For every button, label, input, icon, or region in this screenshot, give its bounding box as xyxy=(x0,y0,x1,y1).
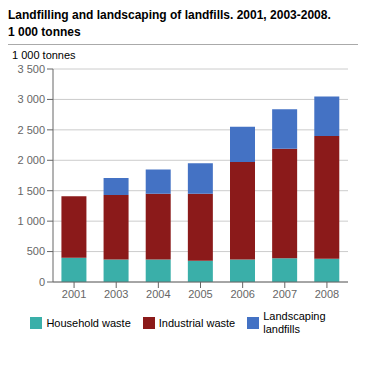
svg-text:3 500: 3 500 xyxy=(17,63,45,75)
svg-text:2 500: 2 500 xyxy=(17,124,45,136)
svg-text:2008: 2008 xyxy=(315,288,339,300)
html-text:1 000 tonnes: 1 000 tonnes xyxy=(12,49,76,61)
svg-text:3 000: 3 000 xyxy=(17,93,45,105)
svg-text:1 000: 1 000 xyxy=(17,215,45,227)
svg-text:2004: 2004 xyxy=(146,288,170,300)
svg-text:2 000: 2 000 xyxy=(17,154,45,166)
html-text:Landfilling and landscaping of: Landfilling and landscaping of landfills… xyxy=(8,8,331,22)
html-text:Landscaping landfills: Landscaping landfills xyxy=(263,310,326,335)
svg-text:1 500: 1 500 xyxy=(17,185,45,197)
html-text:Industrial waste: Industrial waste xyxy=(158,316,236,329)
html-text:1 000 tonnes: 1 000 tonnes xyxy=(8,25,81,39)
html-text:Household waste: Household waste xyxy=(46,316,131,329)
svg-text:2003: 2003 xyxy=(104,288,128,300)
svg-text:500: 500 xyxy=(27,245,45,257)
svg-text:2007: 2007 xyxy=(273,288,297,300)
svg-text:2005: 2005 xyxy=(188,288,212,300)
svg-text:2001: 2001 xyxy=(62,288,86,300)
svg-text:0: 0 xyxy=(39,276,45,288)
svg-text:2006: 2006 xyxy=(230,288,254,300)
